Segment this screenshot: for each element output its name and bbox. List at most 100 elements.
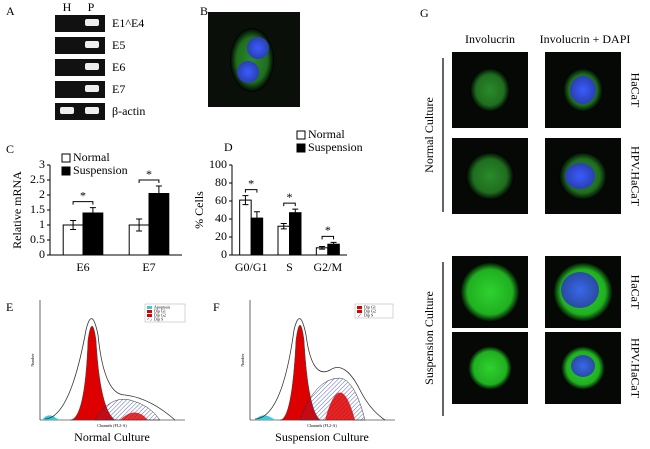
- band: [85, 19, 99, 26]
- error-bar: [280, 223, 287, 230]
- significance-bracket: [283, 202, 296, 207]
- flow-legend: Dip S: [154, 316, 163, 321]
- significance-label: *: [146, 167, 152, 181]
- group-label: Normal Culture: [422, 97, 436, 173]
- band-label: β-actin: [112, 104, 145, 118]
- panel-label: E: [6, 300, 13, 314]
- legend-swatch: [296, 143, 306, 153]
- panel-label: D: [224, 140, 233, 154]
- flow-legend: Apoptosis: [154, 304, 171, 309]
- error-bar: [155, 185, 162, 202]
- panel-label: B: [200, 4, 208, 18]
- y-tick-label: 1: [39, 217, 45, 231]
- error-bar: [330, 241, 337, 247]
- legend-swatch: [61, 153, 71, 163]
- significance-label: *: [287, 190, 293, 204]
- error-bar: [253, 211, 260, 225]
- y-tick-label: 3: [39, 157, 45, 171]
- legend-label: Normal: [308, 127, 345, 141]
- flow-ylabel: Number: [240, 353, 245, 367]
- error-bar: [136, 218, 143, 232]
- row-label: HPV.HaCaT: [628, 146, 642, 207]
- flow-legend: Dip S: [364, 312, 373, 317]
- significance-bracket: [244, 189, 258, 193]
- significance-label: *: [248, 176, 254, 190]
- band-label: E1^E4: [112, 16, 144, 30]
- bar: [239, 199, 252, 256]
- x-tick-label: S: [286, 260, 293, 274]
- flow-xlabel: Channels (FL2-A): [97, 423, 127, 428]
- y-axis-label: % Cells: [192, 191, 206, 229]
- band-label: E6: [112, 60, 125, 74]
- group-label: Suspension Culture: [422, 291, 436, 385]
- x-tick-label: G0/G1: [235, 260, 268, 274]
- flow-ylabel: Number: [30, 353, 35, 367]
- significance-bracket: [138, 179, 160, 183]
- flow-histogram: Apoptosis Dip G1 Dip G2 Dip S Channels (…: [30, 300, 186, 444]
- bar: [277, 225, 290, 256]
- error-bar: [89, 207, 96, 219]
- lane-label: P: [88, 0, 95, 14]
- y-tick-label: 60: [215, 193, 227, 207]
- bar: [289, 212, 302, 256]
- x-tick-label: E6: [76, 260, 89, 274]
- band: [85, 63, 99, 70]
- y-tick-label: 0: [39, 247, 45, 261]
- legend-label: Suspension: [308, 140, 363, 154]
- microscopy-grid: Involucrin Involucrin + DAPI HaCaT HPV.H…: [422, 32, 642, 416]
- column-label: Involucrin: [465, 32, 515, 46]
- error-bar: [319, 245, 326, 250]
- y-tick-label: 20: [215, 229, 227, 243]
- flow-caption: Suspension Culture: [275, 430, 369, 444]
- panel-label: C: [6, 142, 14, 156]
- flow-legend: Dip G2: [364, 308, 376, 313]
- flow-legend: Dip G1: [154, 308, 166, 313]
- flow-xlabel: Channels (FL2-A): [307, 423, 337, 428]
- y-tick-label: 0.5: [30, 232, 45, 246]
- cell-image: [208, 12, 300, 107]
- error-bar: [242, 195, 249, 206]
- y-tick-label: 40: [215, 211, 227, 225]
- flow-caption: Normal Culture: [74, 430, 150, 444]
- legend-label: Normal: [73, 150, 110, 164]
- error-bar: [292, 208, 299, 217]
- row-label: HPV.HaCaT: [628, 338, 642, 399]
- row-label: HaCaT: [628, 275, 642, 310]
- flow-histogram: Dip G1 Dip G2 Dip S Channels (FL2-A) Num…: [240, 300, 395, 444]
- band: [85, 41, 99, 48]
- band: [85, 85, 99, 92]
- x-tick-label: G2/M: [313, 260, 342, 274]
- flow-legend: Dip G2: [154, 312, 166, 317]
- legend-swatch: [61, 166, 71, 176]
- significance-label: *: [325, 223, 331, 237]
- y-tick-label: 0: [221, 247, 227, 261]
- band: [85, 107, 99, 114]
- bar: [148, 193, 170, 256]
- column-label: Involucrin + DAPI: [540, 32, 631, 46]
- y-tick-label: 1.5: [30, 202, 45, 216]
- band: [60, 107, 74, 114]
- band-label: E7: [112, 82, 125, 96]
- y-tick-label: 2.5: [30, 172, 45, 186]
- panel-label: A: [6, 4, 15, 18]
- lane-label: H: [63, 0, 72, 14]
- significance-bracket: [72, 201, 94, 205]
- significance-label: *: [80, 188, 86, 202]
- bar: [82, 212, 104, 256]
- significance-bracket: [321, 235, 335, 240]
- flow-legend: Dip G1: [364, 304, 376, 309]
- band-label: E5: [112, 38, 125, 52]
- legend-swatch: [296, 130, 306, 140]
- legend-label: Suspension: [73, 163, 128, 177]
- y-axis-label: Relative mRNA: [10, 171, 24, 249]
- panel-label: G: [420, 6, 429, 20]
- gel: H P E1^E4 E5 E6 E7 β-actin: [55, 0, 145, 120]
- row-label: HaCaT: [628, 73, 642, 108]
- y-tick-label: 100: [209, 157, 227, 171]
- x-tick-label: E7: [142, 260, 155, 274]
- error-bar: [70, 220, 77, 230]
- y-tick-label: 80: [215, 175, 227, 189]
- panel-label: F: [213, 300, 220, 314]
- y-tick-label: 2: [39, 187, 45, 201]
